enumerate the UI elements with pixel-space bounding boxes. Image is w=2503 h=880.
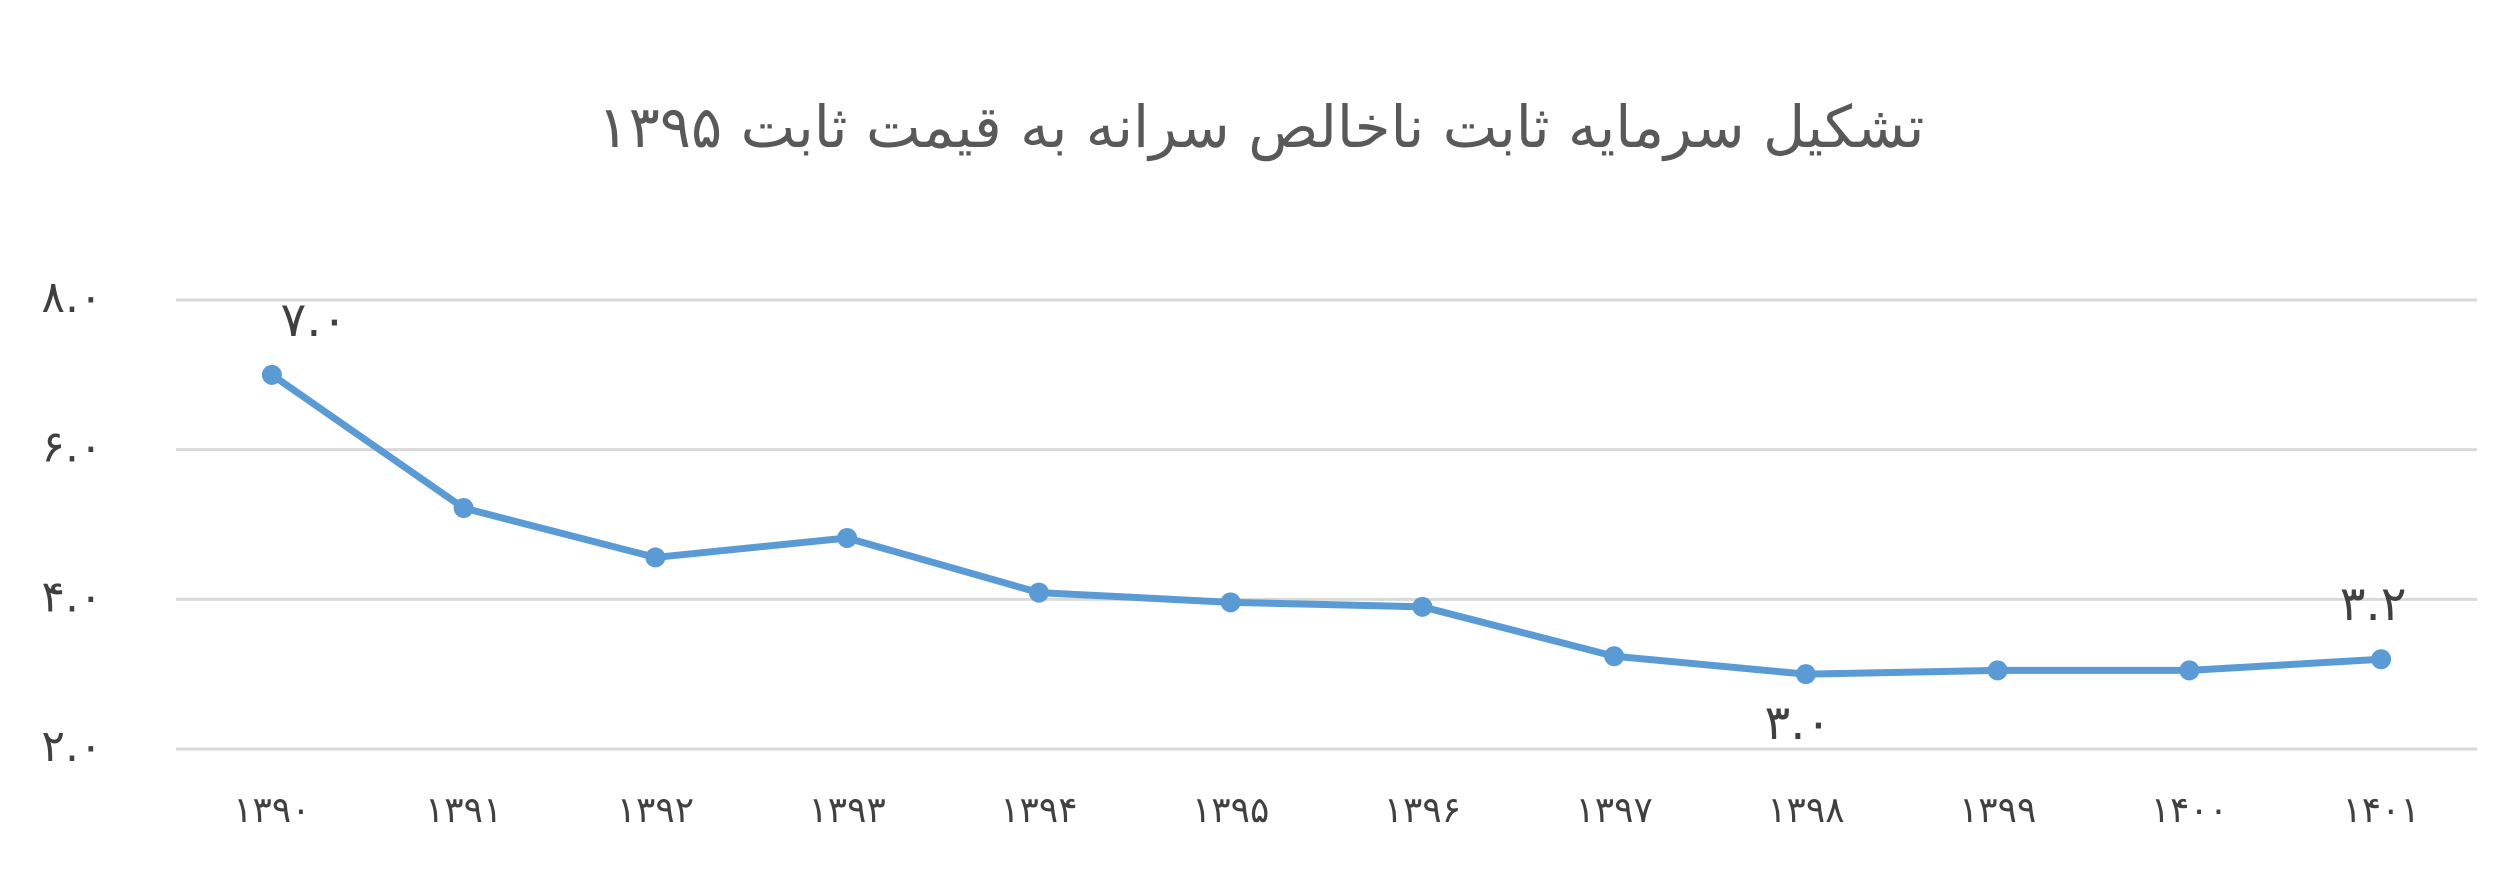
x-tick-label: ۱۳۹۲	[617, 790, 694, 831]
data-label: ۷.۰	[280, 292, 347, 348]
data-label: ۳.۰	[1764, 695, 1831, 751]
data-point	[837, 527, 858, 548]
y-tick-label: ۲.۰	[41, 721, 102, 772]
y-tick-label: ۸.۰	[41, 272, 102, 323]
y-tick-label: ۴.۰	[41, 571, 102, 622]
data-point	[1412, 596, 1433, 617]
data-label: ۳.۲	[2340, 576, 2407, 632]
chart-title: تشکیل سرمایه ثابت ناخالص سرانه به قیمت ث…	[598, 93, 1925, 162]
data-point	[1604, 646, 1625, 667]
series-line	[269, 371, 2382, 678]
data-point	[453, 498, 474, 519]
data-point	[1987, 660, 2008, 681]
data-point	[1028, 582, 1049, 603]
x-tick-label: ۱۳۹۱	[425, 790, 502, 831]
x-tick-label: ۱۳۹۴	[1000, 790, 1077, 831]
y-tick-label: ۶.۰	[41, 422, 102, 473]
data-point	[261, 364, 282, 385]
x-tick-label: ۱۳۹۰	[233, 790, 310, 831]
x-tick-label: ۱۴۰۰	[2151, 790, 2228, 831]
x-tick-label: ۱۳۹۷	[1575, 790, 1652, 831]
data-point	[2371, 649, 2392, 670]
x-tick-label: ۱۳۹۸	[1767, 790, 1844, 831]
data-point	[2179, 660, 2200, 681]
x-tick-label: ۱۴۰۱	[2342, 790, 2419, 831]
data-point	[1220, 592, 1241, 613]
data-point	[645, 547, 666, 568]
x-tick-label: ۱۳۹۶	[1384, 790, 1461, 831]
x-tick-label: ۱۳۹۳	[808, 790, 885, 831]
x-tick-label: ۱۳۹۹	[1959, 790, 2036, 831]
x-tick-label: ۱۳۹۵	[1192, 790, 1269, 831]
data-point	[1795, 664, 1816, 685]
